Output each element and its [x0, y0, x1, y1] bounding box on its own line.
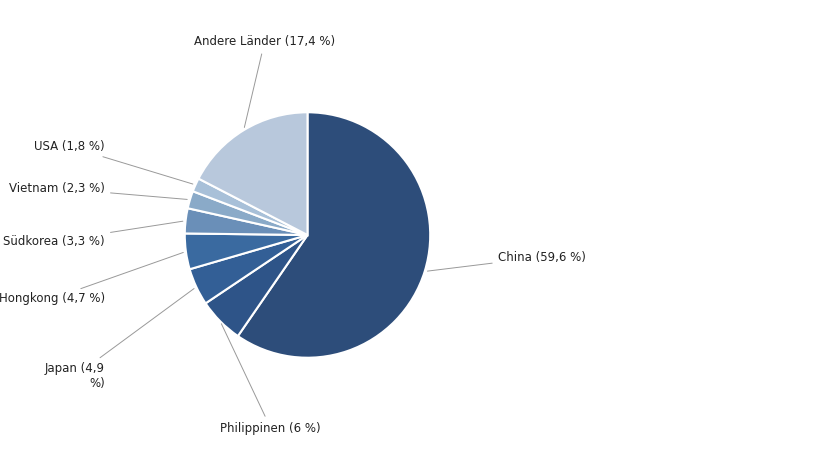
Wedge shape	[188, 191, 307, 235]
Wedge shape	[198, 112, 307, 235]
Wedge shape	[192, 179, 307, 235]
Wedge shape	[206, 235, 307, 336]
Text: USA (1,8 %): USA (1,8 %)	[34, 140, 192, 184]
Text: Vietnam (2,3 %): Vietnam (2,3 %)	[9, 182, 187, 199]
Wedge shape	[184, 234, 307, 269]
Text: China (59,6 %): China (59,6 %)	[427, 251, 585, 271]
Wedge shape	[189, 235, 307, 303]
Text: Hongkong (4,7 %): Hongkong (4,7 %)	[0, 252, 183, 306]
Text: Japan (4,9
%): Japan (4,9 %)	[45, 289, 194, 390]
Wedge shape	[184, 208, 307, 235]
Wedge shape	[238, 112, 430, 358]
Text: Philippinen (6 %): Philippinen (6 %)	[220, 324, 320, 435]
Text: Andere Länder (17,4 %): Andere Länder (17,4 %)	[194, 35, 335, 127]
Text: Südkorea (3,3 %): Südkorea (3,3 %)	[3, 221, 183, 248]
